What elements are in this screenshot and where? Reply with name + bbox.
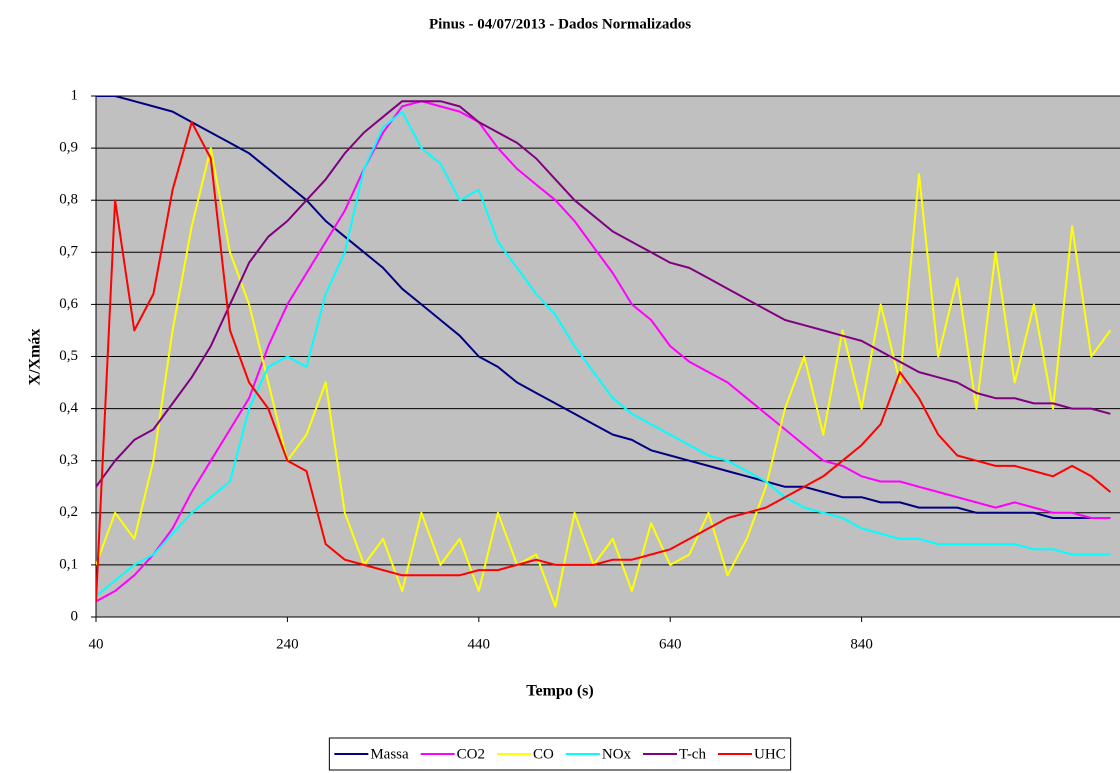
series-line xyxy=(96,100,1111,488)
series-group xyxy=(96,96,1112,608)
x-tick-label: 40 xyxy=(89,636,104,652)
y-tick-label: 0,1 xyxy=(59,556,78,572)
x-tick-label: 240 xyxy=(276,636,299,652)
y-tick-label: 0,5 xyxy=(59,348,78,364)
y-tick-label: 0,9 xyxy=(59,140,78,156)
y-tick-label: 0,2 xyxy=(59,504,78,520)
y-tick-label: 0,4 xyxy=(59,400,78,416)
series-line xyxy=(96,100,1111,603)
y-tick-label: 0 xyxy=(71,608,79,624)
series-line xyxy=(96,121,1112,602)
x-tick-label: 640 xyxy=(659,636,682,652)
legend-label: CO xyxy=(533,746,554,762)
x-tick-label: 440 xyxy=(468,636,491,652)
legend-label: UHC xyxy=(754,746,786,762)
x-axis-title: Tempo (s) xyxy=(526,683,593,700)
series-line xyxy=(96,110,1111,597)
y-tick-label: 0,8 xyxy=(59,192,78,208)
legend-label: NOx xyxy=(602,746,632,762)
y-tick-label: 0,7 xyxy=(59,244,78,260)
series-line xyxy=(96,147,1112,608)
legend-box xyxy=(328,737,792,771)
y-tick-label: 0,3 xyxy=(59,452,78,468)
legend: Massa CO2 CO NOx T-ch UHC xyxy=(328,737,792,771)
legend-label: CO2 xyxy=(457,746,485,762)
y-axis-title: X/Xmáx xyxy=(27,329,44,386)
legend-label: T-ch xyxy=(679,746,706,762)
y-tick-label: 0,6 xyxy=(59,296,78,312)
y-tick-label: 1 xyxy=(71,87,79,103)
x-tick-label: 840 xyxy=(850,636,873,652)
series-line xyxy=(96,96,1111,519)
chart-title: Pinus - 04/07/2013 - Dados Normalizados xyxy=(429,16,691,32)
legend-label: Massa xyxy=(370,746,409,762)
